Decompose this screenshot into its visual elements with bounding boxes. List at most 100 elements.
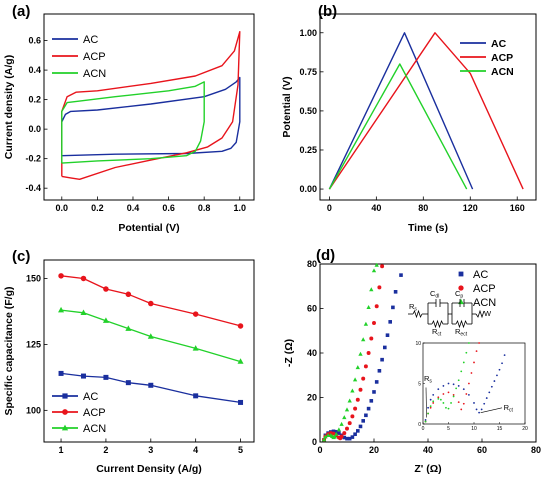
panel-label: (d) (316, 247, 335, 264)
x-tick-label: 40 (423, 445, 433, 455)
data-point-ac (350, 435, 355, 439)
y-tick-label: 40 (307, 348, 317, 358)
data-point-ac (388, 320, 392, 324)
inset-data-point-acn (450, 402, 452, 404)
data-point-acn (347, 398, 352, 403)
x-tick-label: 0 (327, 203, 332, 213)
data-point-acp (372, 320, 376, 325)
data-point-acp (339, 434, 344, 439)
legend-marker-acn (61, 424, 69, 431)
inset-data-point-acp (465, 393, 468, 395)
legend-label-acn: ACN (83, 68, 106, 80)
inset-data-point-ac (437, 388, 440, 391)
inset-data-point-ac (490, 385, 493, 388)
x-tick-label: 80 (418, 203, 428, 213)
data-point-ac (393, 290, 398, 294)
data-point-acn (344, 407, 350, 412)
inset-data-point-acp (457, 401, 460, 404)
data-point-ac (353, 432, 357, 437)
inset-data-point-ac (503, 354, 506, 357)
legend-marker-ac (62, 393, 68, 399)
y-tick-label: 0.4 (28, 65, 41, 75)
inset-data-point-ac (452, 383, 455, 386)
series-line-acn (61, 81, 205, 164)
inset-data-point-acp (462, 402, 465, 405)
x-tick-label: 5 (238, 445, 243, 455)
inset-x-tick-label: 15 (497, 426, 503, 432)
y-tick-label: 0.00 (299, 184, 317, 194)
circuit-label-rct: Rct (432, 327, 442, 338)
x-tick-label: 0.0 (56, 203, 69, 213)
circuit-label-rect-main: R (455, 327, 461, 336)
data-point-ac (364, 413, 368, 418)
x-tick-label: 20 (369, 445, 379, 455)
x-tick-label: 0.6 (162, 203, 175, 213)
inset-data-point-ac (475, 408, 478, 411)
legend-label-acn: ACN (473, 297, 496, 309)
y-tick-label: 0.50 (299, 106, 317, 116)
y-tick-label: 60 (307, 304, 317, 314)
y-tick-label: 100 (26, 405, 41, 415)
legend-label-acp: ACP (83, 407, 106, 419)
inset-data-point-ac (501, 362, 503, 365)
inset-y-tick-label: 10 (415, 341, 421, 347)
inset-data-point-acn (455, 387, 458, 390)
y-tick-label: 0 (312, 437, 317, 447)
x-tick-label: 2 (103, 445, 108, 455)
y-axis-label: Current density (A/g) (3, 55, 15, 159)
inset-data-point-ac (468, 393, 470, 396)
data-point-acp (345, 426, 349, 431)
data-point-ac (148, 382, 154, 388)
x-tick-label: 3 (148, 445, 153, 455)
data-point-ac (356, 429, 360, 433)
inset-data-point-ac (483, 402, 486, 405)
circuit-label-cp: Cp (455, 289, 463, 300)
data-point-acn (339, 421, 344, 426)
data-point-acp (148, 300, 154, 307)
panel-c-capacitance-chart: 1 2 3 4 5 100 125 150 Current Density (A/g) Speci… (3, 248, 255, 475)
data-point-acn (366, 305, 371, 310)
data-point-acp (80, 275, 87, 282)
data-point-acn (80, 309, 87, 316)
plot-frame (43, 13, 255, 201)
data-point-acn (321, 437, 327, 442)
x-tick-label: 120 (463, 203, 478, 213)
data-point-acp (58, 273, 64, 279)
inset-data-point-ac (480, 408, 483, 411)
inset-data-point-acn (462, 361, 465, 364)
resistor-rect (455, 319, 468, 329)
data-point-ac (331, 429, 336, 434)
circuit-label-rct-sub: ct (437, 332, 442, 338)
data-point-ac (342, 435, 347, 440)
y-tick-label: 1.00 (299, 28, 317, 38)
inset-data-point-ac (498, 368, 501, 371)
inset-data-point-acp (437, 396, 440, 399)
x-axis-label: Z' (Ω) (414, 463, 441, 475)
inset-frame (422, 342, 526, 425)
inset-data-point-ac (457, 385, 460, 387)
inset-data-point-acp (470, 372, 473, 374)
circuit-label-cdl: Cdl (430, 289, 439, 300)
x-tick-label: 1 (59, 445, 64, 455)
data-point-ac (372, 390, 376, 394)
y-tick-label: 0.6 (28, 36, 41, 46)
inset-x-tick-label: 10 (471, 426, 477, 432)
data-point-ac (125, 380, 131, 386)
series-line-ac (61, 76, 241, 157)
circuit-label-rect-sub: ect (460, 332, 467, 338)
y-tick-label: -0.2 (25, 154, 41, 164)
data-point-acp (358, 387, 363, 392)
x-axis-label: Current Density (A/g) (96, 463, 202, 475)
data-point-acp (361, 376, 366, 381)
data-point-acp (350, 414, 355, 419)
data-point-ac (238, 399, 244, 405)
plot-frame (43, 259, 255, 443)
circuit-label-rs-sub: s (414, 307, 417, 313)
inset-data-point-acp (447, 391, 450, 394)
inset-label-rct-sub: ct (509, 408, 513, 414)
circuit-label-w: W (484, 309, 492, 318)
inset-data-point-acn (465, 351, 468, 354)
